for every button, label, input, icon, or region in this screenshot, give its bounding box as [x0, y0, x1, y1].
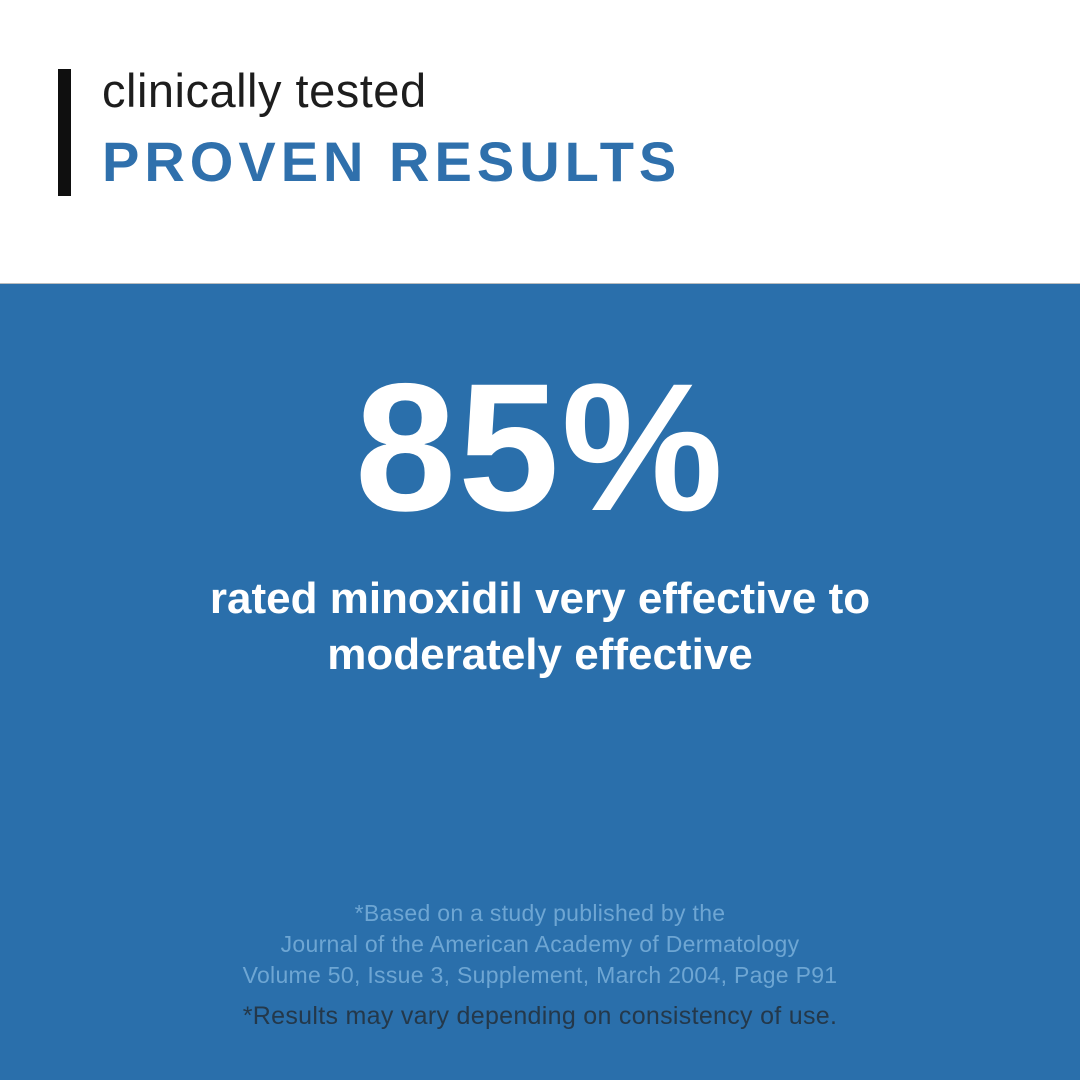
eyebrow-text: clinically tested: [102, 64, 427, 117]
stat-value: 85%: [354, 345, 726, 549]
disclaimer-text: *Results may vary depending on consisten…: [242, 1002, 838, 1030]
header-section: clinically tested PROVEN RESULTS: [0, 0, 1080, 283]
page-title: PROVEN RESULTS: [102, 130, 682, 194]
stat-panel: 85% rated minoxidil very effective to mo…: [0, 283, 1080, 1080]
accent-bar: [58, 69, 71, 196]
header-text-block: clinically tested PROVEN RESULTS: [102, 64, 681, 190]
stat-description: rated minoxidil very effective to modera…: [209, 574, 871, 680]
source-note: *Based on a study published by the Journ…: [242, 900, 838, 988]
